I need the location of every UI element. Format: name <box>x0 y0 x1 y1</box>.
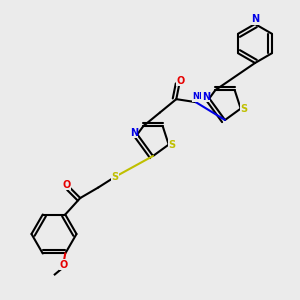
Text: S: S <box>111 172 118 182</box>
Text: O: O <box>177 76 185 85</box>
Text: O: O <box>63 179 71 190</box>
Text: N: N <box>130 128 138 138</box>
Text: S: S <box>240 103 247 114</box>
Text: NH: NH <box>193 92 206 101</box>
Text: N: N <box>251 14 259 25</box>
Text: N: N <box>202 92 210 102</box>
Text: O: O <box>60 260 68 270</box>
Text: S: S <box>168 140 175 150</box>
